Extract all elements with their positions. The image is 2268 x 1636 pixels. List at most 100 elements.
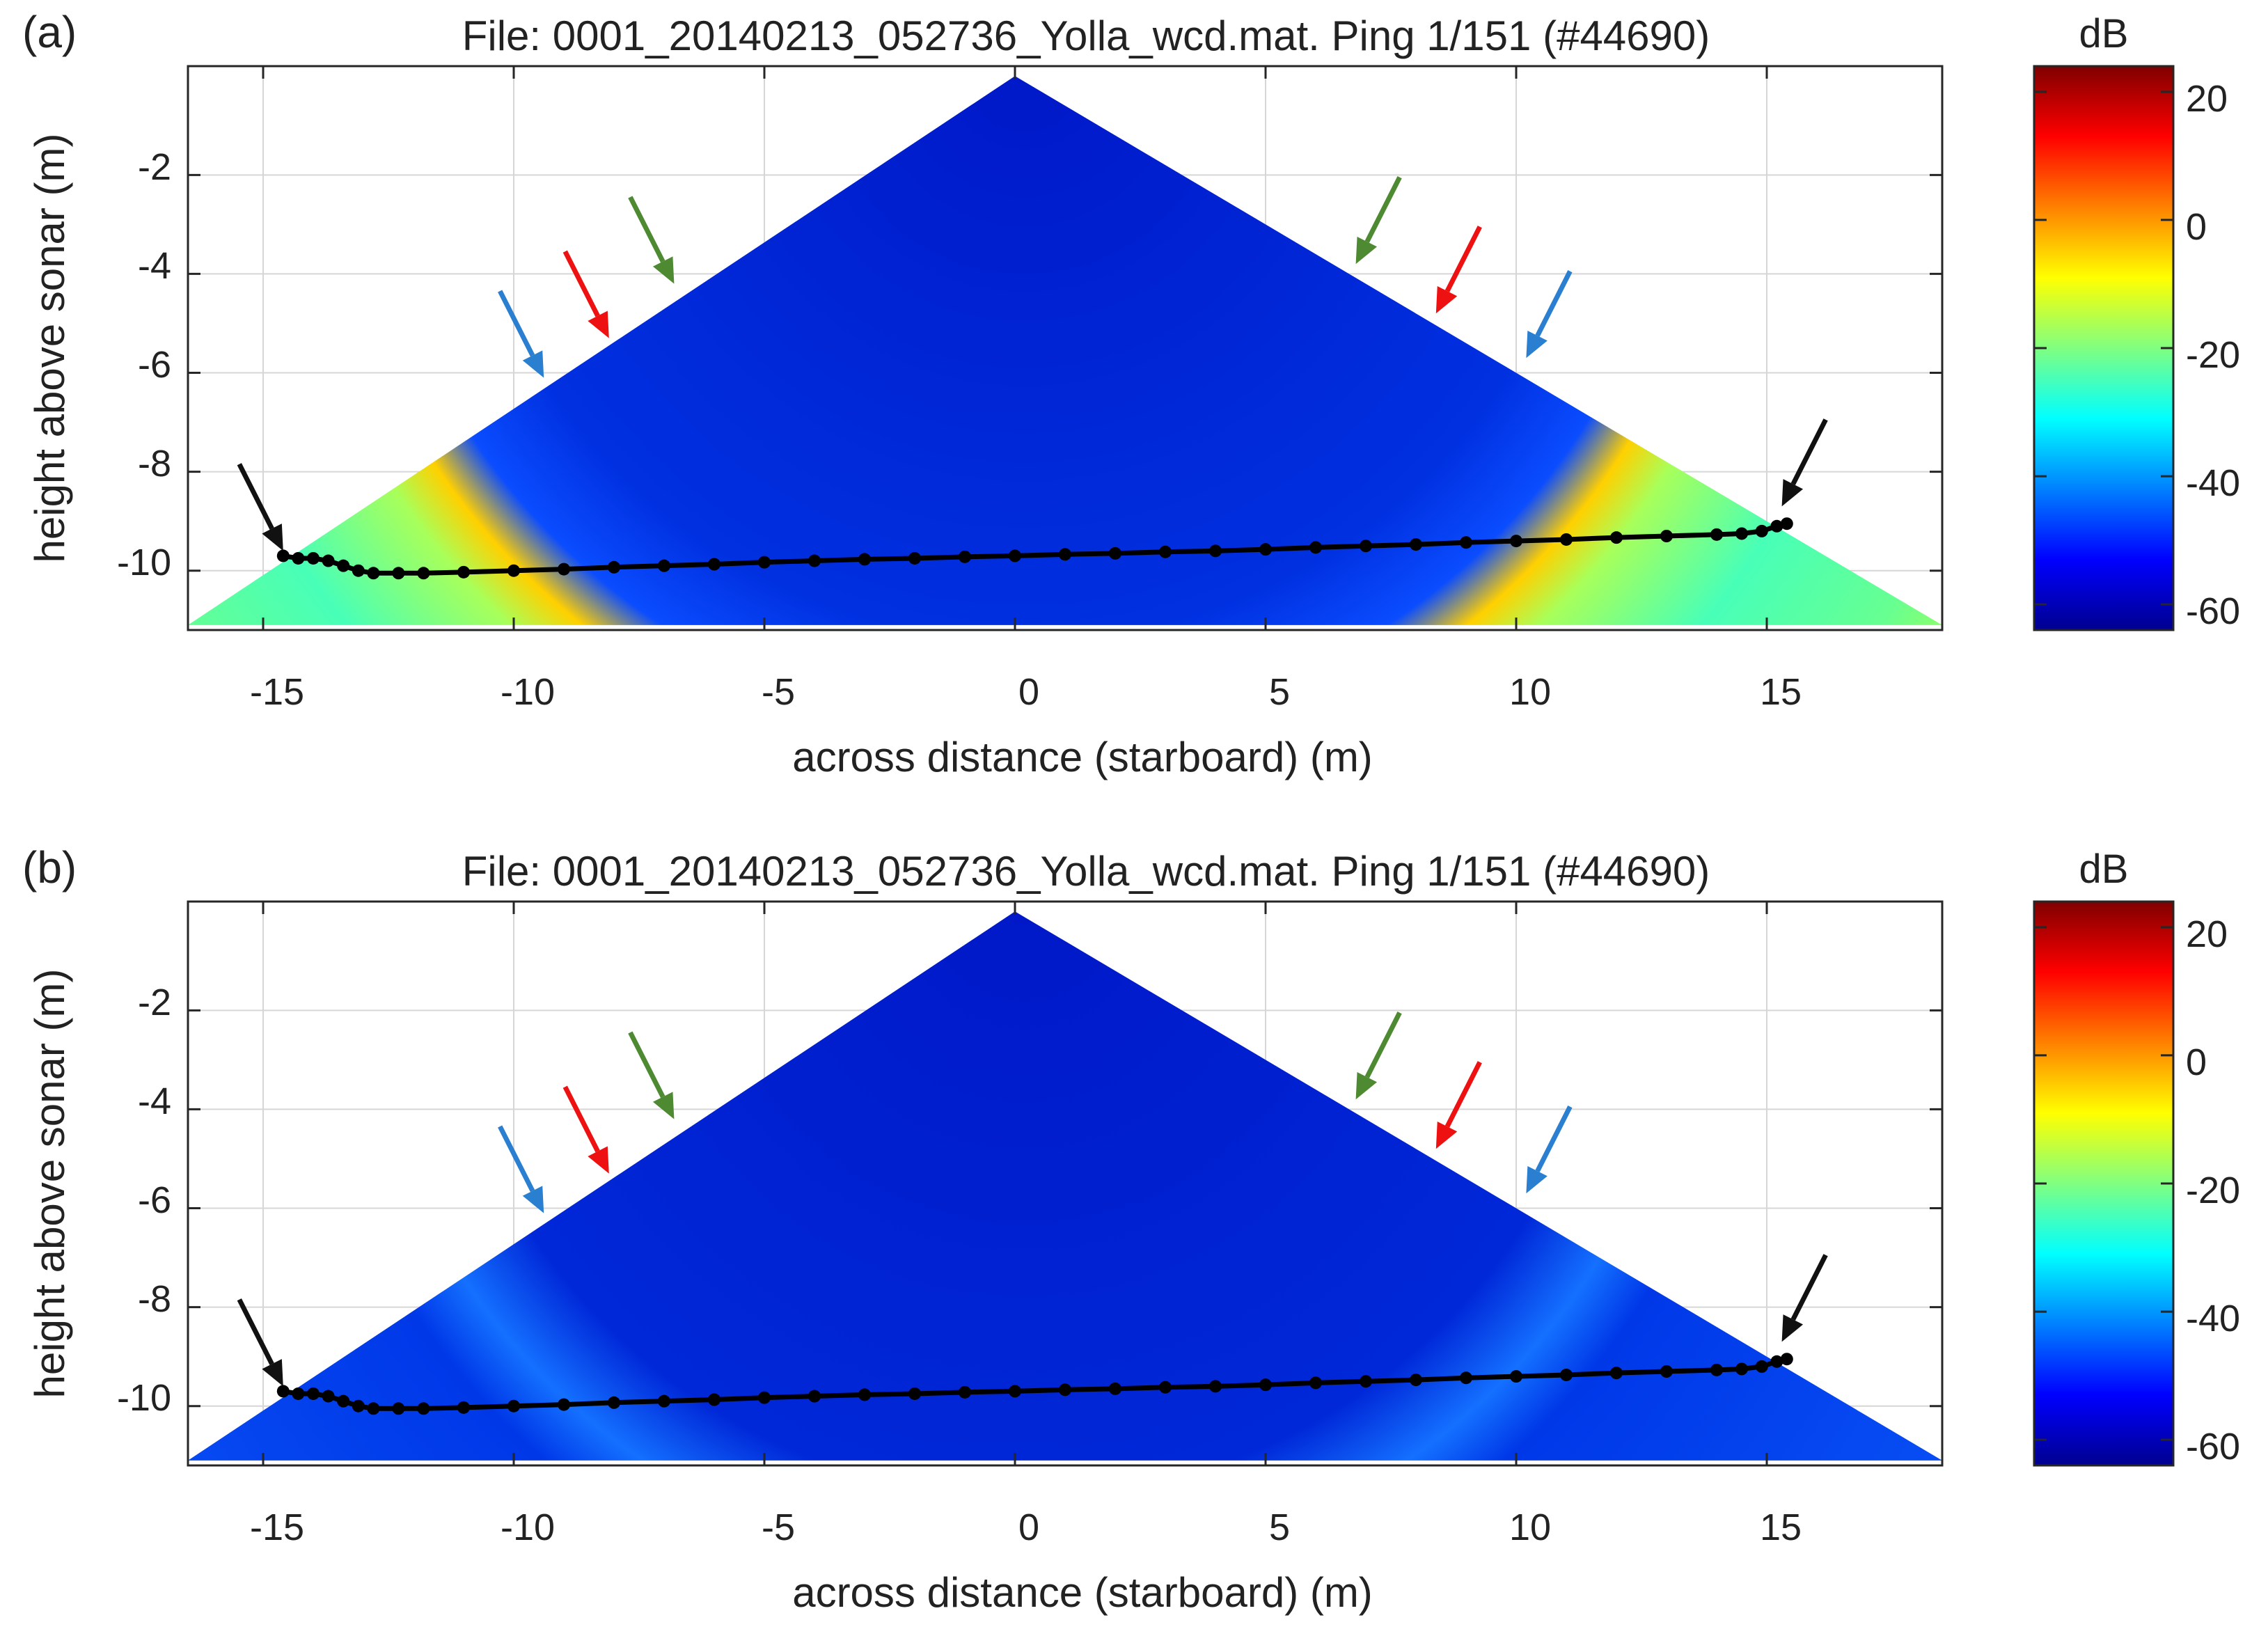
colorbar: dB 20 0 -20 -40 -60 bbox=[2033, 11, 2240, 632]
bottom-detect-point bbox=[1710, 1363, 1723, 1376]
x-tick-label: 10 bbox=[1509, 1507, 1551, 1548]
bottom-detect-point bbox=[1009, 549, 1021, 563]
y-axis-label: height above sonar (m) bbox=[26, 134, 73, 563]
x-tick-label: -10 bbox=[501, 671, 555, 713]
arrow-shaft bbox=[237, 1298, 274, 1365]
colorbar-tick-label: -60 bbox=[2186, 1426, 2240, 1468]
annotation-arrows bbox=[237, 176, 1828, 551]
bottom-detect-point bbox=[1009, 1385, 1021, 1398]
red-arrow bbox=[562, 250, 609, 338]
arrow-shaft bbox=[237, 463, 274, 530]
red-arrow bbox=[1435, 1061, 1482, 1149]
x-tick-label: 0 bbox=[1018, 1507, 1039, 1548]
bottom-detect-point bbox=[1309, 1376, 1322, 1390]
colorbar-tick-label: -20 bbox=[2186, 1170, 2240, 1211]
chart-title: File: 0001_20140213_052736_Yolla_wcd.mat… bbox=[462, 13, 1710, 59]
bottom-detect-point bbox=[1360, 540, 1372, 553]
colorbar-tick-label: 0 bbox=[2186, 206, 2207, 248]
green-arrow bbox=[628, 196, 675, 284]
arrow-shaft bbox=[628, 1031, 666, 1099]
colorbar: dB 20 0 -20 -40 -60 bbox=[2033, 847, 2240, 1468]
arrow-shaft bbox=[628, 196, 666, 263]
arrow-shaft bbox=[1790, 1254, 1828, 1321]
colorbar-tick-label: -40 bbox=[2186, 1298, 2240, 1339]
bottom-detect-point bbox=[758, 556, 771, 569]
arrow-shaft bbox=[1364, 176, 1402, 243]
bottom-detect-series bbox=[276, 517, 1793, 580]
bottom-detect-point bbox=[1780, 1353, 1793, 1366]
bottom-detect-point bbox=[457, 565, 470, 579]
arrow-shaft bbox=[1790, 418, 1828, 485]
bottom-detect-point bbox=[1259, 543, 1272, 556]
green-arrow bbox=[628, 1031, 675, 1119]
green-arrow bbox=[1355, 176, 1402, 265]
x-tick-label: 10 bbox=[1509, 671, 1551, 713]
black-arrow bbox=[237, 1298, 283, 1387]
bottom-detect-point bbox=[1770, 1355, 1783, 1368]
bottom-detect-point bbox=[1460, 1371, 1472, 1385]
bottom-detect-point bbox=[708, 558, 720, 571]
axes-frame bbox=[187, 65, 1944, 631]
bottom-detect-point bbox=[1510, 1370, 1522, 1383]
y-tick-label: -6 bbox=[138, 344, 171, 386]
bottom-detect-point bbox=[1109, 546, 1121, 560]
panel-label: (b) bbox=[22, 842, 77, 892]
colorbar-ticks bbox=[2034, 926, 2173, 1441]
bottom-detect-point bbox=[1735, 527, 1748, 540]
bottom-detect-point bbox=[307, 551, 320, 565]
bottom-detect-point bbox=[858, 1388, 871, 1401]
bottom-detect-point bbox=[1410, 1374, 1422, 1387]
bottom-detect-point bbox=[417, 1402, 430, 1415]
bottom-detect-point bbox=[1209, 544, 1222, 558]
bottom-detect-point bbox=[292, 551, 305, 565]
colorbar-gradient bbox=[2033, 900, 2175, 1467]
arrow-shaft bbox=[1535, 270, 1573, 337]
bottom-detect-point bbox=[658, 1394, 670, 1408]
bottom-detect-point bbox=[1059, 548, 1071, 561]
arrow-head bbox=[1355, 1071, 1378, 1100]
colorbar-ticks bbox=[2034, 91, 2173, 606]
bottom-detect-point bbox=[337, 1394, 350, 1408]
bottom-detect-point bbox=[1735, 1362, 1748, 1376]
arrow-shaft bbox=[562, 1085, 600, 1153]
x-tick-label: -5 bbox=[762, 671, 795, 713]
arrow-head bbox=[1781, 1314, 1804, 1342]
bottom-detect-point bbox=[1159, 1381, 1172, 1394]
plot-area bbox=[187, 65, 1944, 631]
bottom-detect-point bbox=[1660, 530, 1673, 542]
bottom-detect-point bbox=[417, 567, 430, 580]
panel-b: (b) File: 0001_20140213_052736_Yolla_wcd… bbox=[22, 842, 2240, 1616]
y-tick-label: -8 bbox=[138, 1278, 171, 1320]
x-tick-label: 15 bbox=[1760, 671, 1802, 713]
arrow-shaft bbox=[1364, 1012, 1402, 1078]
annotation-arrows bbox=[237, 1012, 1828, 1387]
bottom-detect-point bbox=[352, 1399, 365, 1413]
bottom-detect-point bbox=[1259, 1378, 1272, 1392]
water-column-fan bbox=[188, 911, 1942, 1461]
blue-arrow bbox=[498, 1125, 544, 1213]
axis-ticks bbox=[188, 902, 1942, 1465]
x-axis-label: across distance (starboard) (m) bbox=[792, 1569, 1373, 1616]
colorbar-tick-label: -40 bbox=[2186, 462, 2240, 504]
bottom-detect-point bbox=[959, 1385, 971, 1399]
arrow-head bbox=[1526, 330, 1548, 359]
blue-arrow bbox=[498, 290, 544, 378]
arrow-head bbox=[1355, 236, 1378, 265]
bottom-detect-point bbox=[1780, 517, 1793, 530]
red-arrow bbox=[1435, 226, 1482, 314]
bottom-detect-point bbox=[858, 553, 871, 566]
bottom-detect-point bbox=[1059, 1383, 1071, 1397]
colorbar-tick-label: -20 bbox=[2186, 334, 2240, 376]
blue-arrow bbox=[1526, 270, 1573, 359]
bottom-detect-point bbox=[608, 560, 620, 574]
bottom-detect-point bbox=[392, 567, 405, 580]
y-tick-label: -4 bbox=[138, 1080, 171, 1122]
colorbar-gradient bbox=[2033, 65, 2175, 631]
arrow-shaft bbox=[562, 250, 600, 317]
bottom-detect-point bbox=[1755, 524, 1768, 537]
bottom-detect-point bbox=[608, 1396, 620, 1409]
x-tick-label: -10 bbox=[501, 1507, 555, 1548]
bottom-detect-point bbox=[507, 564, 520, 577]
bottom-detect-point bbox=[292, 1387, 305, 1400]
colorbar-tick-label: 20 bbox=[2186, 78, 2228, 120]
